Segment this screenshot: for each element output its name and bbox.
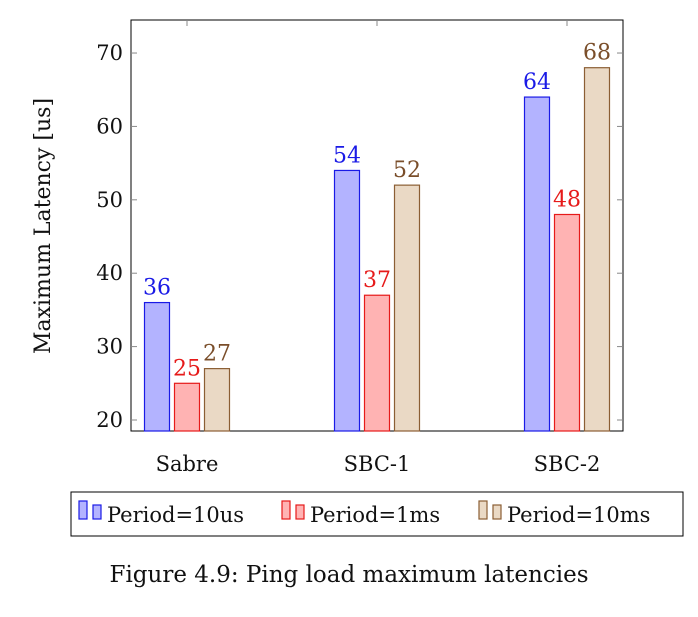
data-label: 27 — [203, 342, 231, 367]
bar — [173, 382, 201, 432]
y-tick-label: 50 — [96, 188, 123, 212]
bar — [583, 67, 611, 432]
data-label: 36 — [143, 276, 171, 301]
y-tick-label: 70 — [96, 41, 123, 65]
legend-swatch — [295, 504, 305, 520]
y-tick-label: 40 — [96, 261, 123, 285]
legend-swatch — [492, 504, 502, 520]
legend-swatch — [92, 504, 102, 520]
data-label: 54 — [333, 143, 361, 168]
legend-label: Period=1ms — [310, 503, 440, 527]
x-tick-label: Sabre — [156, 452, 219, 476]
x-tick-label: SBC-1 — [344, 452, 411, 476]
legend-swatch — [478, 500, 488, 520]
bar — [553, 213, 581, 432]
bar — [393, 184, 421, 432]
data-label: 52 — [393, 158, 421, 183]
bar-chart: 20 30 40 50 60 70 Sabre SBC-1 SBC-2 36 54 64 25 37 48 2… — [31, 19, 684, 537]
legend-swatch — [78, 500, 88, 520]
y-tick-label: 60 — [96, 114, 123, 138]
legend-swatch — [281, 500, 291, 520]
y-tick-label: 20 — [96, 408, 123, 432]
data-label: 25 — [173, 356, 201, 381]
bar — [363, 294, 391, 432]
x-tick-label: SBC-2 — [534, 452, 601, 476]
bar — [203, 368, 231, 432]
legend-box — [70, 491, 684, 537]
data-label: 48 — [553, 187, 581, 212]
legend-label: Period=10us — [107, 503, 244, 527]
data-label: 68 — [583, 41, 611, 66]
data-label: 37 — [363, 268, 391, 293]
bar — [143, 301, 171, 432]
y-tick-label: 30 — [96, 335, 123, 359]
bar — [333, 169, 361, 432]
bar — [523, 96, 551, 432]
legend-label: Period=10ms — [507, 503, 650, 527]
figure-caption: Figure 4.9: Ping load maximum latencies — [109, 562, 589, 588]
data-label: 64 — [523, 70, 551, 95]
y-axis-label: Maximum Latency [us] — [31, 98, 56, 354]
